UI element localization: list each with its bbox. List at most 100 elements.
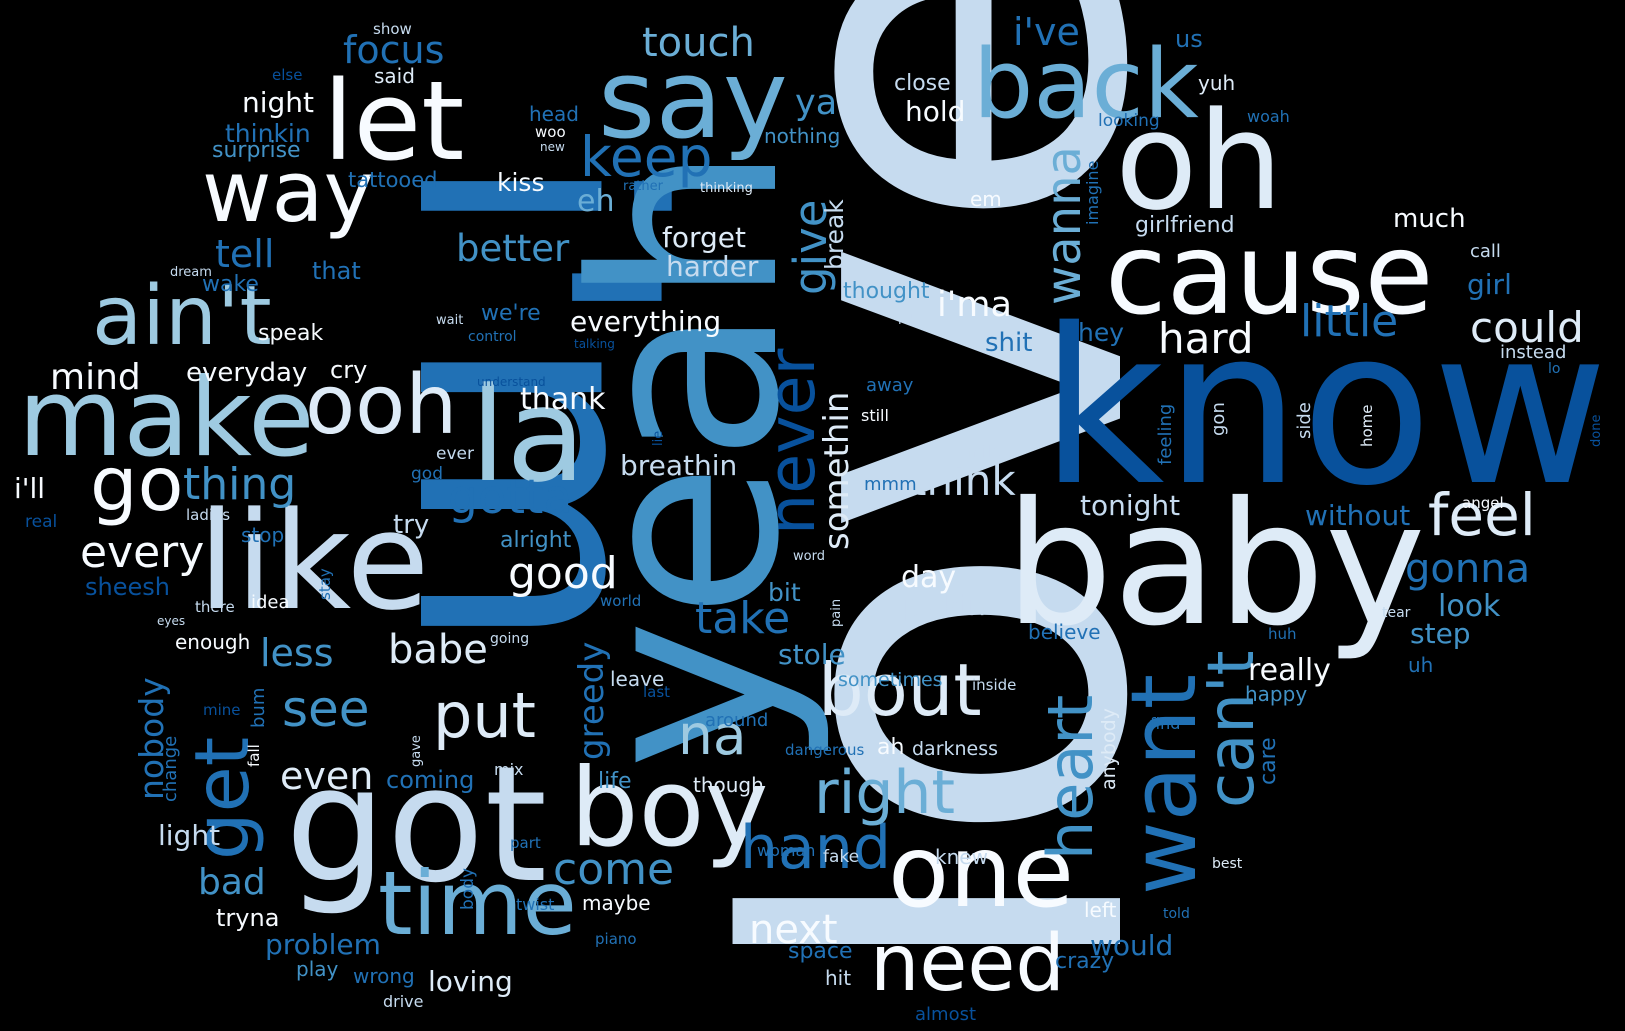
- word: could: [1470, 303, 1584, 352]
- word: mix: [494, 760, 524, 779]
- word: take: [695, 593, 791, 644]
- word: life: [598, 769, 632, 794]
- word: yuh: [1198, 71, 1236, 95]
- word: stop: [241, 523, 285, 547]
- word: baby: [1005, 466, 1426, 664]
- word: body: [458, 867, 478, 910]
- word: bit: [768, 578, 801, 607]
- word: thing: [183, 459, 297, 510]
- word: every: [80, 527, 205, 578]
- word: coming: [386, 766, 475, 794]
- word: oh: [1115, 83, 1284, 240]
- word: change: [160, 735, 181, 802]
- word: i'd: [898, 313, 914, 328]
- word: rather: [623, 179, 663, 194]
- word: day: [901, 560, 957, 595]
- word: gonna: [1405, 546, 1531, 592]
- word: believe: [1028, 620, 1101, 644]
- word: hold: [905, 95, 966, 128]
- word: babe: [388, 627, 488, 673]
- word: best: [1212, 856, 1243, 872]
- word: cause: [1105, 210, 1434, 340]
- word: loving: [428, 965, 513, 998]
- word: god: [411, 464, 443, 484]
- word: still: [861, 406, 889, 425]
- word: ooh: [305, 358, 458, 453]
- word: happy: [1245, 682, 1308, 706]
- word: world: [600, 592, 642, 610]
- word: nothing: [764, 124, 841, 148]
- word: angel: [1462, 494, 1504, 512]
- word: we're: [481, 301, 541, 326]
- word: looking: [1098, 111, 1160, 131]
- word: see: [282, 680, 370, 738]
- word: less: [260, 631, 334, 675]
- word: break: [820, 199, 849, 270]
- word: girlfriend: [1135, 213, 1235, 238]
- word: shit: [985, 328, 1033, 358]
- word: wait: [436, 313, 464, 328]
- word: everyday: [186, 358, 308, 388]
- word: play: [296, 957, 339, 981]
- word: going: [490, 631, 530, 647]
- word: ladies: [186, 506, 231, 524]
- word: sometimes: [838, 669, 943, 691]
- word: else: [272, 66, 303, 84]
- word: even: [280, 754, 374, 798]
- word: got: [285, 731, 548, 918]
- word: thinkin: [225, 119, 311, 148]
- word: eyes: [157, 614, 186, 628]
- word: step: [1410, 617, 1471, 650]
- word: boy: [570, 746, 769, 871]
- word: bad: [198, 862, 266, 903]
- word: problem: [265, 928, 381, 961]
- word: greedy: [572, 641, 612, 760]
- word: enough: [175, 630, 251, 654]
- word: la: [470, 359, 586, 511]
- word: fall: [245, 744, 263, 767]
- word: said: [374, 64, 415, 88]
- word: crazy: [1055, 949, 1115, 974]
- word: would: [1090, 929, 1174, 962]
- word: ain't: [92, 269, 272, 364]
- word: come: [553, 844, 675, 895]
- word: stay: [316, 568, 334, 600]
- word: piano: [595, 930, 637, 948]
- word: good: [508, 548, 618, 599]
- word: head: [529, 102, 579, 126]
- word: lo: [1548, 361, 1561, 377]
- word: surprise: [212, 138, 301, 163]
- word: twist: [516, 895, 555, 914]
- word: light: [158, 819, 221, 852]
- word: one: [888, 813, 1075, 930]
- word: bum: [248, 687, 269, 728]
- word: talking: [574, 337, 615, 351]
- word: mind: [50, 357, 141, 398]
- word: care: [1256, 737, 1281, 785]
- word: way: [202, 143, 374, 242]
- word: i'ma: [937, 285, 1012, 325]
- word: stole: [778, 638, 846, 671]
- word: go: [90, 440, 184, 528]
- word: knew: [935, 845, 988, 869]
- word: gotta: [448, 470, 573, 525]
- word: sheesh: [85, 573, 170, 601]
- word: like: [198, 483, 430, 640]
- word: feel: [1428, 481, 1536, 549]
- word: control: [468, 329, 517, 345]
- word: never: [755, 348, 830, 535]
- word: drive: [383, 992, 424, 1011]
- word: na: [678, 703, 747, 767]
- word: harder: [666, 250, 759, 283]
- word: done: [1589, 414, 1604, 447]
- word: breathin: [620, 449, 738, 482]
- word: time: [378, 852, 577, 955]
- word: let: [323, 57, 465, 185]
- word: make: [18, 356, 315, 481]
- word: mine: [203, 701, 241, 719]
- word: little: [1300, 296, 1399, 347]
- word: focus: [343, 28, 445, 72]
- word: huh: [1268, 625, 1297, 643]
- word: idea: [251, 592, 290, 613]
- word: know: [1040, 282, 1609, 533]
